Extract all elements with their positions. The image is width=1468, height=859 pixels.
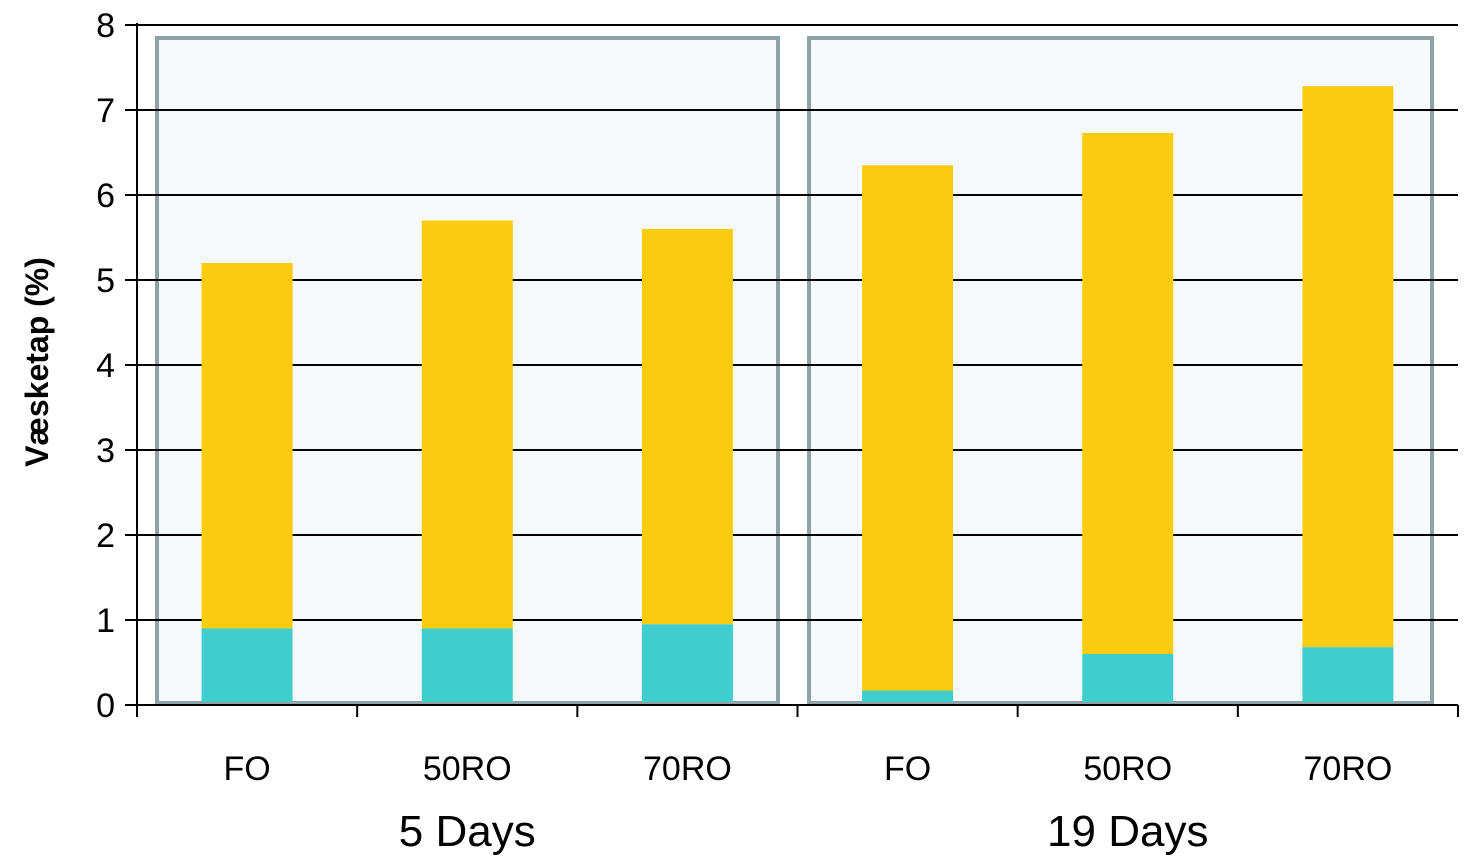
bar-top-segment bbox=[862, 165, 954, 691]
x-group-label: 5 Days bbox=[399, 807, 536, 856]
x-category-label: 50RO bbox=[1083, 750, 1172, 788]
bar-bottom-segment bbox=[641, 624, 733, 702]
x-category-labels: FO 50RO 70RO FO 50RO 70RO bbox=[223, 750, 1392, 788]
bar-bottom-segment bbox=[421, 628, 513, 702]
x-category-label: FO bbox=[884, 750, 931, 788]
y-tick-labels: 0 1 2 3 4 5 6 7 8 bbox=[96, 7, 115, 725]
y-axis-label: Væsketap (%) bbox=[19, 257, 55, 467]
group-labels: 5 Days 19 Days bbox=[399, 807, 1209, 856]
y-tick-label: 3 bbox=[96, 432, 115, 470]
y-tick-label: 2 bbox=[96, 517, 115, 555]
bar-bottom-segment bbox=[1082, 654, 1174, 702]
x-group-label: 19 Days bbox=[1047, 807, 1208, 856]
axes bbox=[125, 23, 1459, 717]
bar-bottom-segment bbox=[1302, 647, 1394, 702]
bar-bottom-segment bbox=[201, 628, 293, 702]
group-panels bbox=[155, 36, 1434, 705]
bar-top-segment bbox=[201, 263, 293, 629]
y-tick-label: 4 bbox=[96, 347, 115, 385]
x-category-label: 70RO bbox=[1304, 750, 1393, 788]
x-category-label: 50RO bbox=[423, 750, 512, 788]
gridlines bbox=[137, 24, 1458, 621]
bar-top-segment bbox=[421, 220, 513, 629]
y-tick-label: 0 bbox=[96, 687, 115, 725]
x-category-label: 70RO bbox=[643, 750, 732, 788]
bars bbox=[201, 86, 1394, 702]
bar-top-segment bbox=[641, 229, 733, 625]
y-tick-label: 8 bbox=[96, 7, 115, 45]
y-tick-label: 6 bbox=[96, 177, 115, 215]
x-category-label: FO bbox=[223, 750, 270, 788]
bar-top-segment bbox=[1082, 132, 1174, 654]
y-tick-label: 5 bbox=[96, 262, 115, 300]
bar-top-segment bbox=[1302, 86, 1394, 648]
bar-bottom-segment bbox=[862, 690, 954, 702]
y-tick-label: 1 bbox=[96, 602, 115, 640]
y-tick-label: 7 bbox=[96, 92, 115, 130]
